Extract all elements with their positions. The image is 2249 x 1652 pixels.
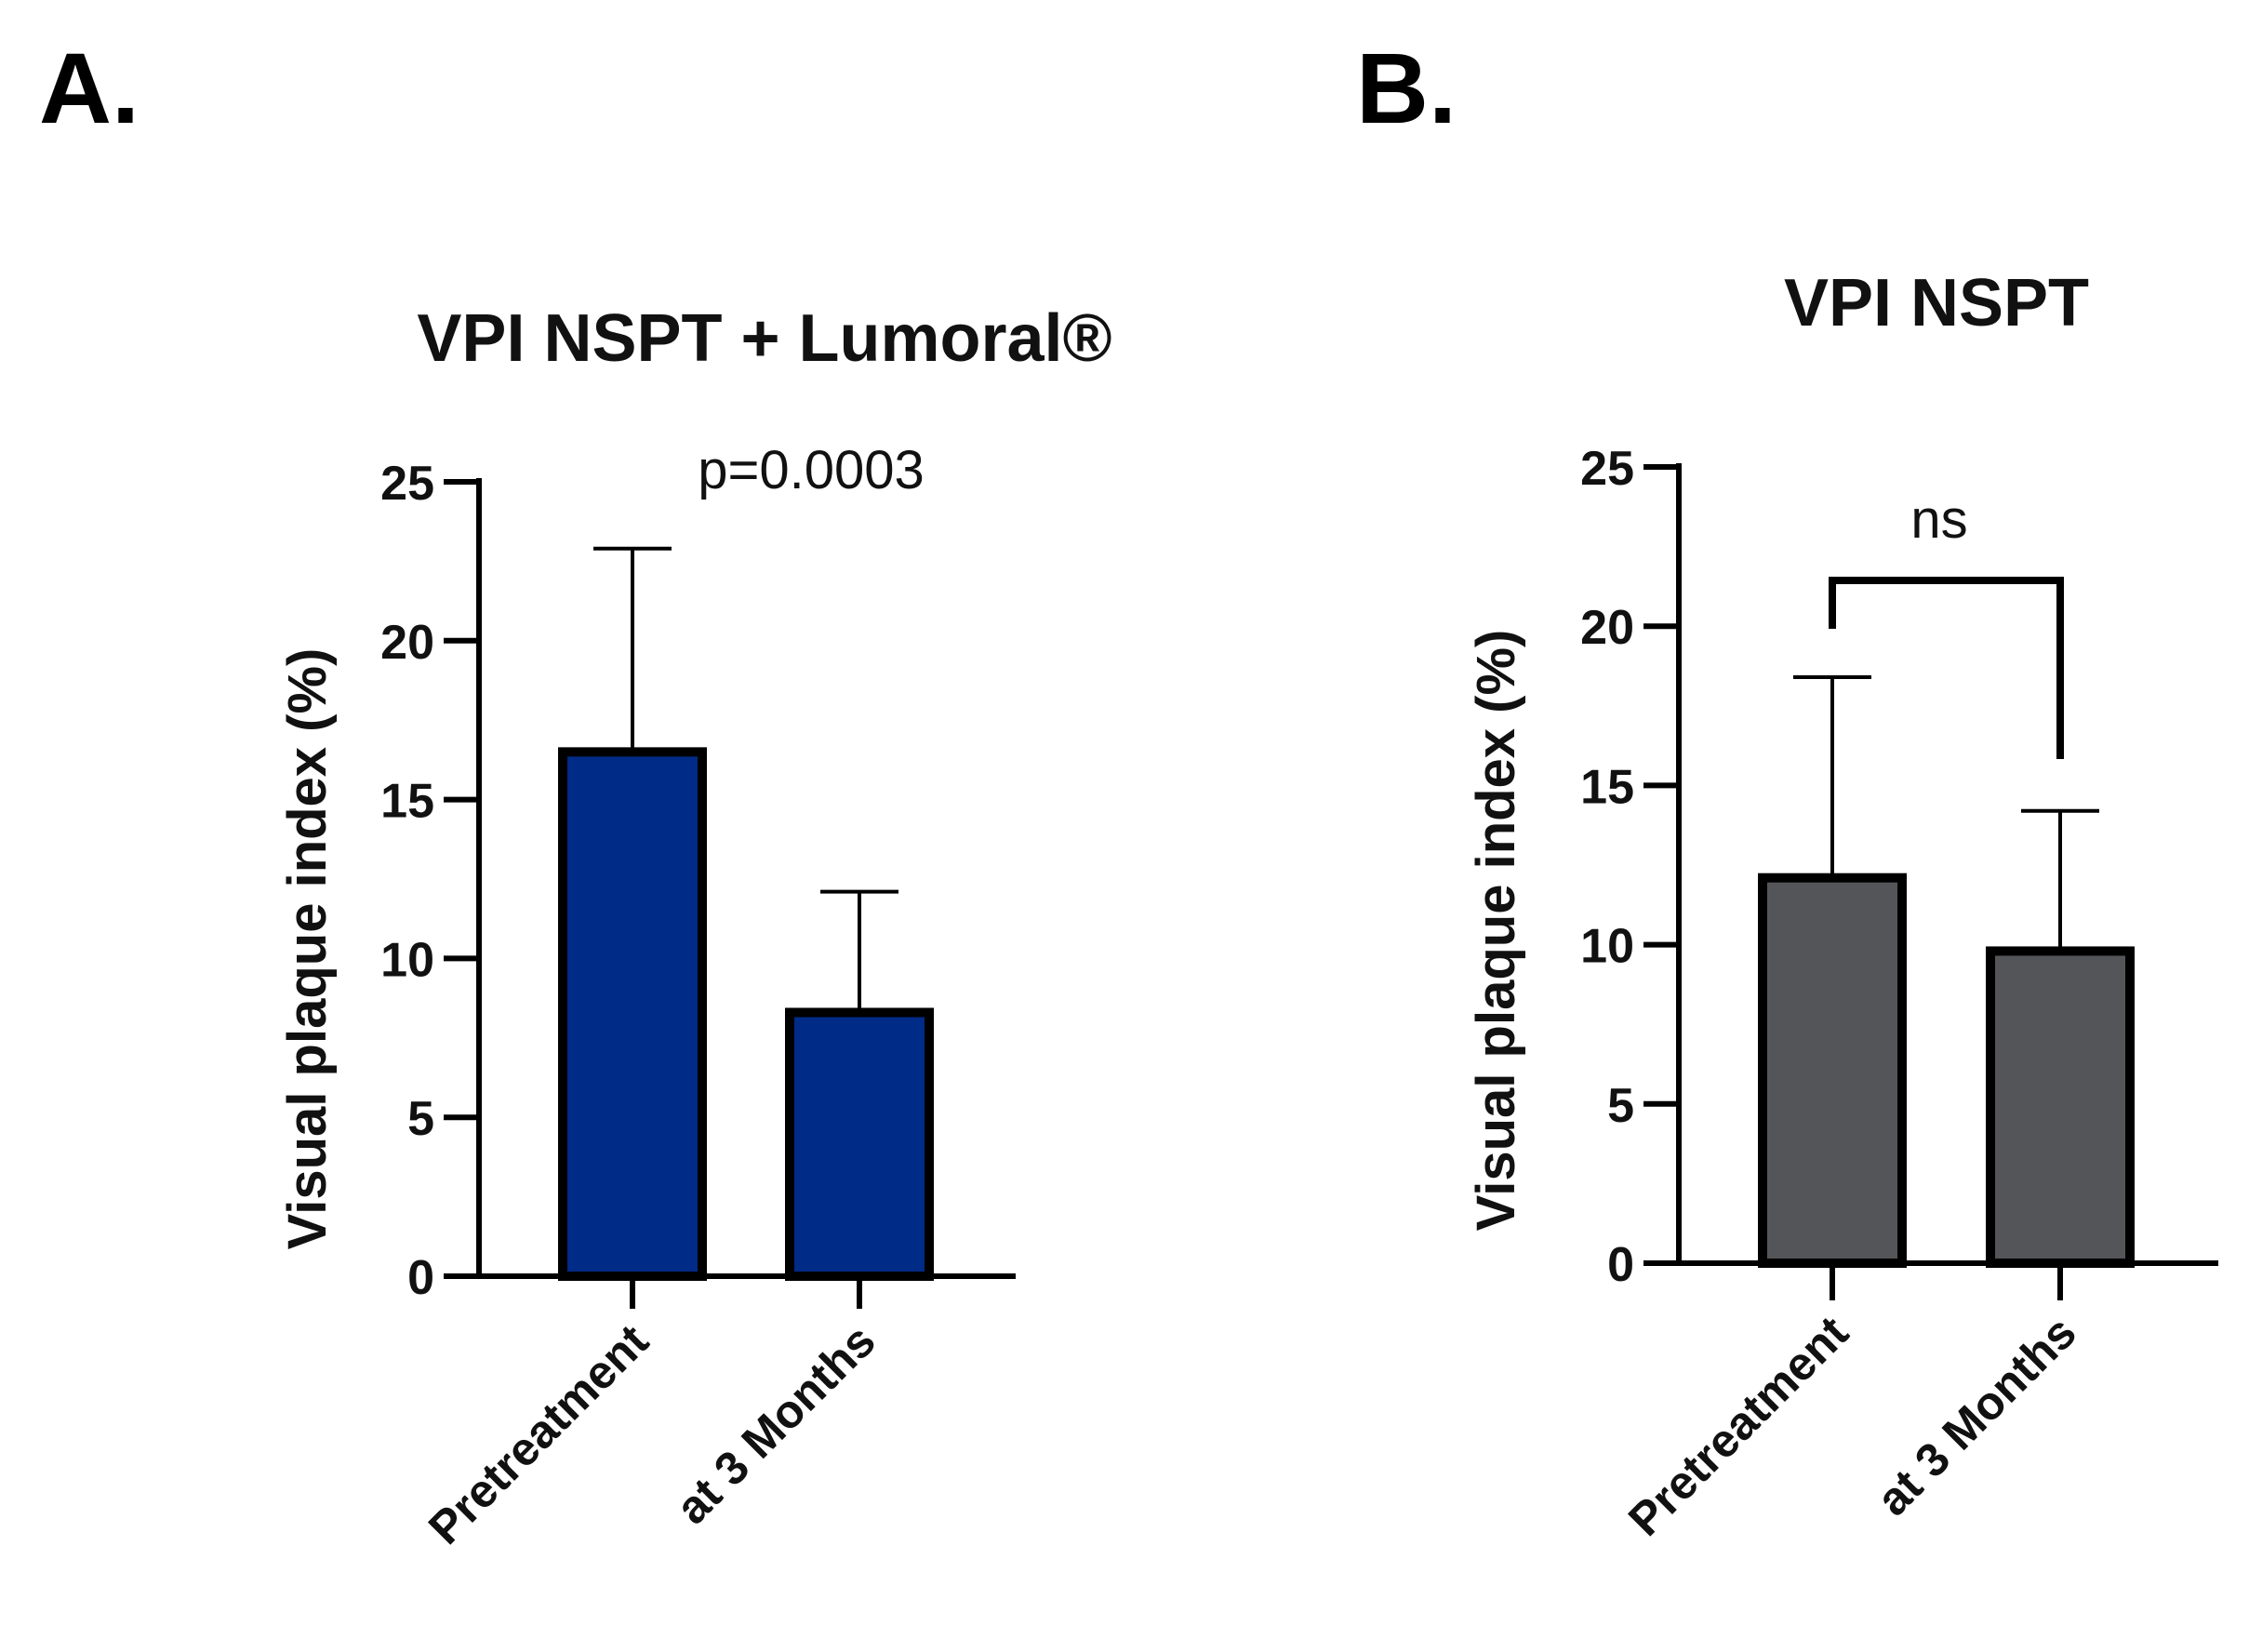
panel-a-title: VPI NSPT + Lumoral® [417, 301, 1111, 376]
panel-b-y-tick-label-20: 20 [1580, 601, 1634, 655]
panel-a-letter: A. [39, 32, 140, 144]
panel-b-bar-1 [1986, 946, 2135, 1268]
panel-a-x-tick-label-1: at 3 Months [666, 1314, 885, 1534]
panel-a-y-tick-label-15: 15 [380, 775, 434, 829]
panel-a-bar-1 [785, 1007, 934, 1282]
panel-b-ns-label: ns [1910, 489, 1967, 550]
panel-a-y-axis-label: Visual plaque index (%) [277, 648, 338, 1250]
panel-a: A. VPI NSPT + Lumoral® p=0.0003 Visual p… [39, 32, 1112, 1554]
panel-b-letter: B. [1356, 32, 1457, 144]
panel-b-y-tick-label-25: 25 [1580, 442, 1634, 496]
panel-b-x-tick-label-1: at 3 Months [1867, 1306, 2086, 1525]
panel-b-significance-bracket [1829, 577, 2064, 759]
panel-b-plot: 0 5 10 15 20 25 Pretreatment at 3 Months [1580, 442, 2218, 1546]
panel-b-y-axis-label: Visual plaque index (%) [1466, 630, 1526, 1232]
panel-b-x-tick-label-0: Pretreatment [1618, 1306, 1858, 1546]
panel-b: B. VPI NSPT ns Visual plaque index (%) 0… [1356, 32, 2218, 1546]
panel-a-y-tick-label-25: 25 [380, 457, 434, 511]
panel-b-y-tick-label-10: 10 [1580, 920, 1634, 974]
panel-b-bar-0 [1758, 873, 1907, 1268]
panel-b-y-tick-label-0: 0 [1607, 1238, 1634, 1292]
panel-a-x-tick-label-0: Pretreatment [419, 1314, 659, 1554]
panel-b-y-tick-label-15: 15 [1580, 760, 1634, 814]
panel-a-p-value: p=0.0003 [698, 440, 925, 500]
panel-a-y-tick-label-0: 0 [407, 1251, 434, 1305]
panel-a-bar-0 [558, 747, 707, 1281]
panel-a-y-tick-label-10: 10 [380, 933, 434, 987]
panel-a-y-tick-label-5: 5 [407, 1092, 434, 1146]
panel-b-title: VPI NSPT [1784, 266, 2089, 340]
panel-a-y-tick-label-20: 20 [380, 616, 434, 670]
panel-b-y-tick-label-5: 5 [1607, 1079, 1634, 1133]
panel-a-plot: 0 5 10 15 20 25 Pretreatment at 3 Months [380, 457, 1016, 1554]
